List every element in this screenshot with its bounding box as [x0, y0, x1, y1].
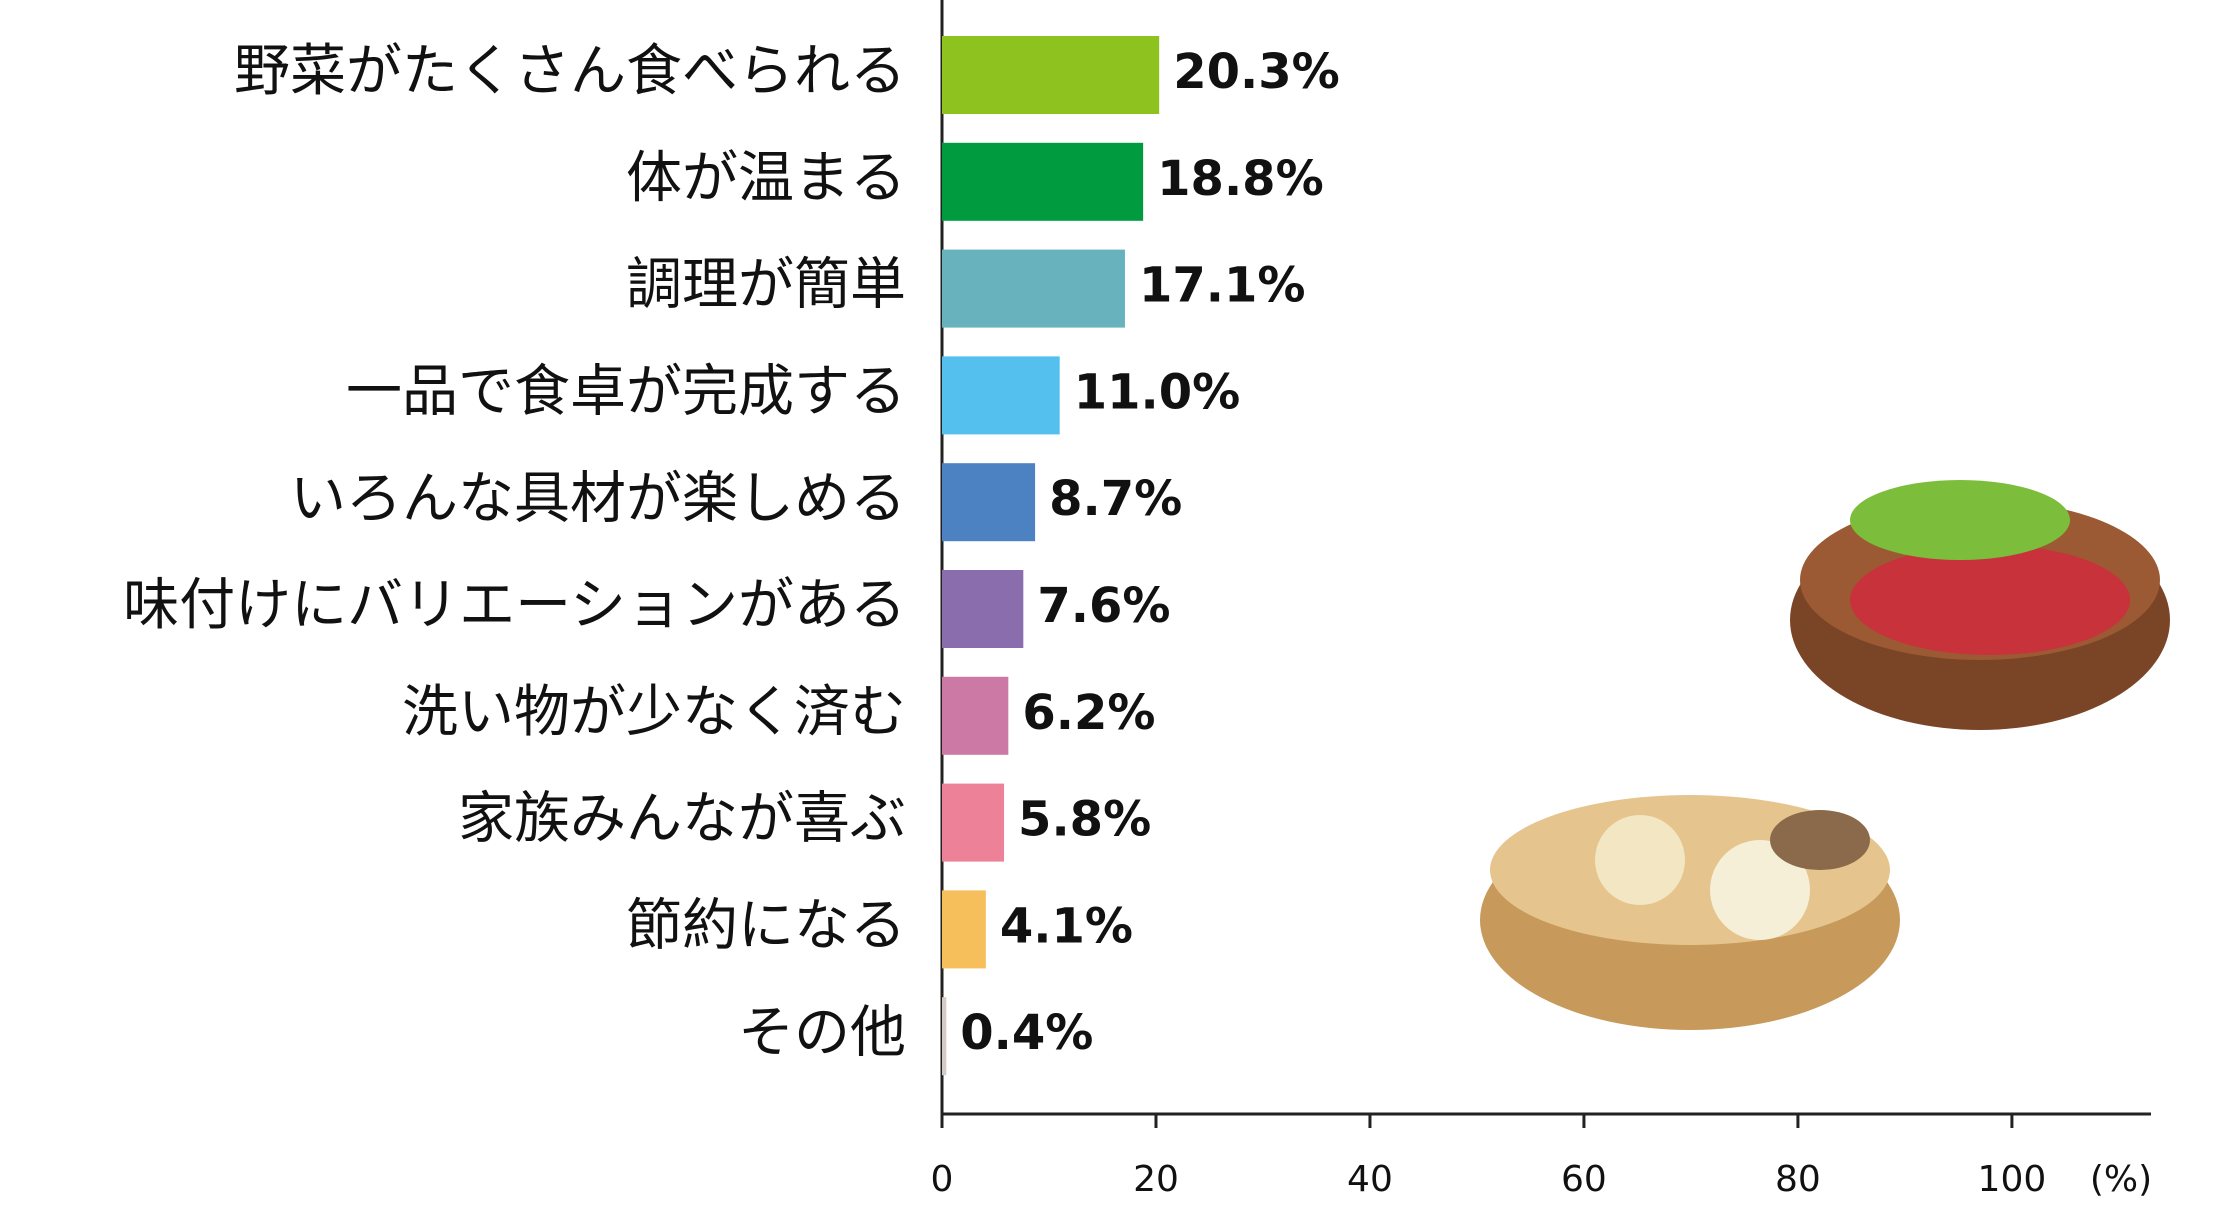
bar [942, 570, 1024, 648]
category-label: 家族みんなが喜ぶ [458, 787, 906, 852]
value-label: 6.2% [1022, 685, 1155, 741]
x-tick-label: 0 [931, 1159, 954, 1200]
value-label: 17.1% [1139, 258, 1306, 314]
category-label: 体が温まる [626, 146, 906, 211]
x-unit-label: (%) [2090, 1159, 2152, 1200]
x-tick-label: 60 [1561, 1159, 1607, 1200]
bar [942, 36, 1160, 114]
value-label: 4.1% [1000, 898, 1133, 954]
category-label: 調理が簡単 [626, 253, 906, 318]
bar [942, 783, 1005, 862]
category-label: 味付けにバリエーションがある [123, 573, 906, 638]
x-tick-label: 100 [1978, 1159, 2047, 1200]
category-label: 洗い物が少なく済む [402, 680, 906, 745]
bar [942, 463, 1036, 542]
bar [942, 890, 986, 969]
value-label: 5.8% [1018, 792, 1151, 848]
category-label: いろんな具材が楽しめる [290, 466, 906, 531]
category-label: 節約になる [626, 894, 906, 959]
bar [942, 249, 1125, 328]
value-label: 0.4% [960, 1005, 1093, 1061]
category-label: 野菜がたくさん食べられる [234, 39, 906, 104]
illustration-sukiyaki [1790, 480, 2170, 730]
value-label: 11.0% [1074, 364, 1241, 420]
bar [942, 142, 1144, 221]
x-tick-label: 80 [1775, 1159, 1821, 1200]
category-label: その他 [738, 1000, 906, 1065]
bar [942, 676, 1009, 755]
illustration-oden [1480, 795, 1900, 1030]
category-label: 一品で食卓が完成する [346, 360, 906, 425]
bar [942, 356, 1060, 435]
value-label: 8.7% [1049, 471, 1182, 527]
value-label: 18.8% [1157, 151, 1324, 207]
x-tick-label: 20 [1133, 1159, 1179, 1200]
value-label: 20.3% [1173, 44, 1340, 100]
bar [942, 997, 947, 1076]
value-label: 7.6% [1037, 578, 1170, 634]
x-tick-label: 40 [1347, 1159, 1393, 1200]
